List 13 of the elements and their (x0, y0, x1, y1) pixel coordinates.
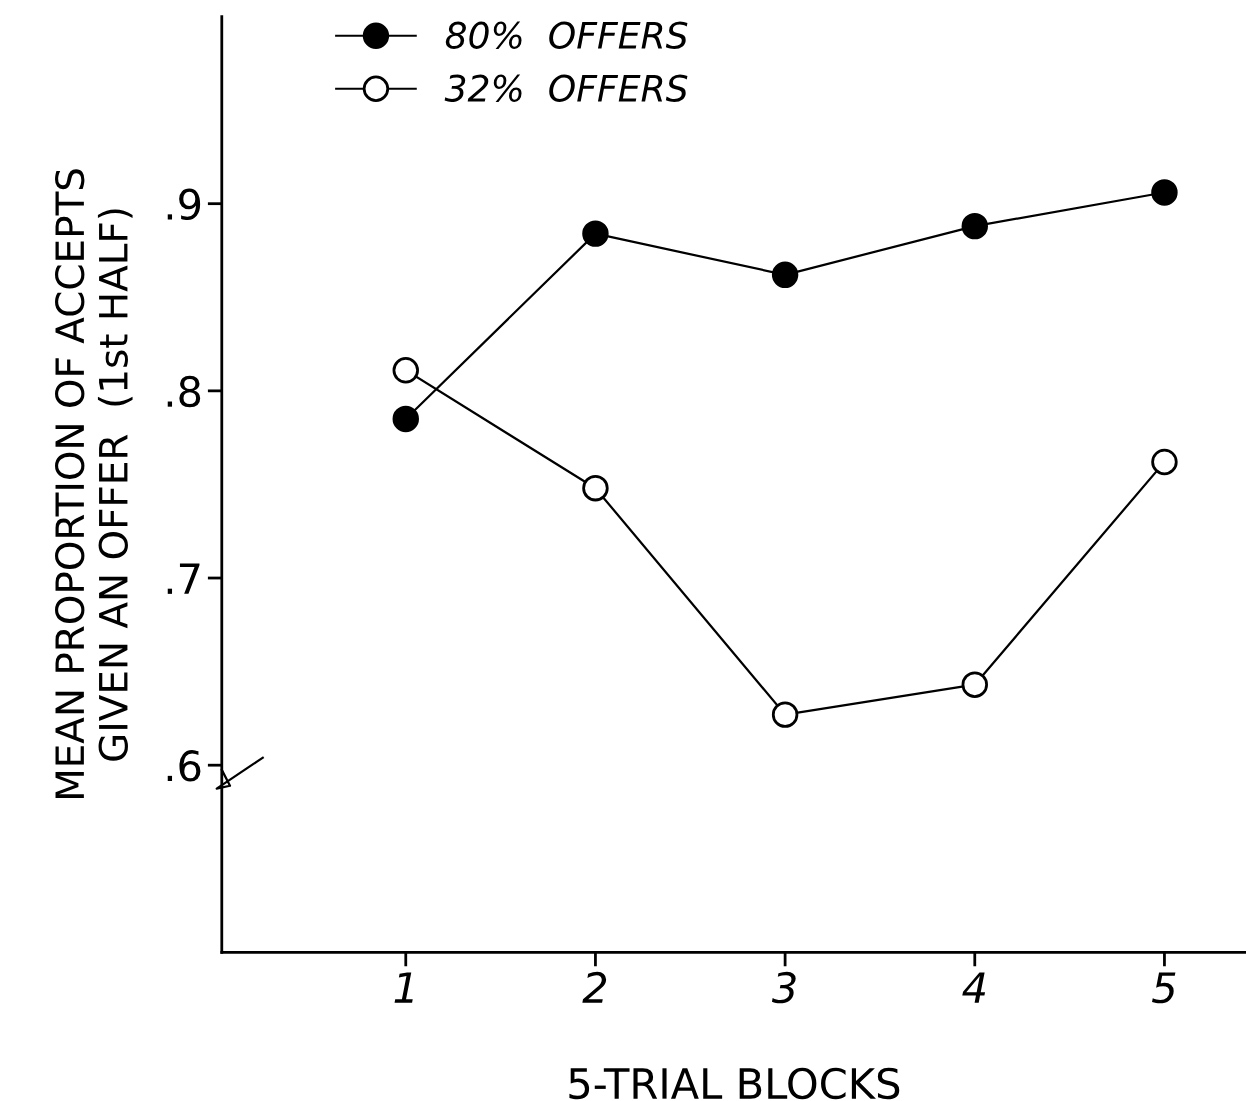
y-axis-title: MEAN PROPORTION OF ACCEPTS GIVEN AN OFFER (1st HALF) (55, 169, 133, 799)
x-axis-title: 5-TRIAL BLOCKS (569, 1067, 900, 1100)
y-tick-label: .6 (167, 750, 201, 782)
x-tick-label: 3 (771, 971, 796, 1004)
x-tick-label: 5 (1152, 972, 1176, 1004)
y-tick-label: .9 (167, 188, 201, 221)
y-tick-label: .8 (167, 375, 201, 408)
legend-label: 80% OFFERS (445, 21, 688, 49)
y-tick-label: .7 (167, 563, 200, 594)
legend-label: 32% OFFERS (444, 74, 688, 102)
x-tick-label: 2 (582, 971, 607, 1003)
x-tick-label: 1 (394, 972, 413, 1003)
x-tick-label: 4 (962, 972, 986, 1003)
